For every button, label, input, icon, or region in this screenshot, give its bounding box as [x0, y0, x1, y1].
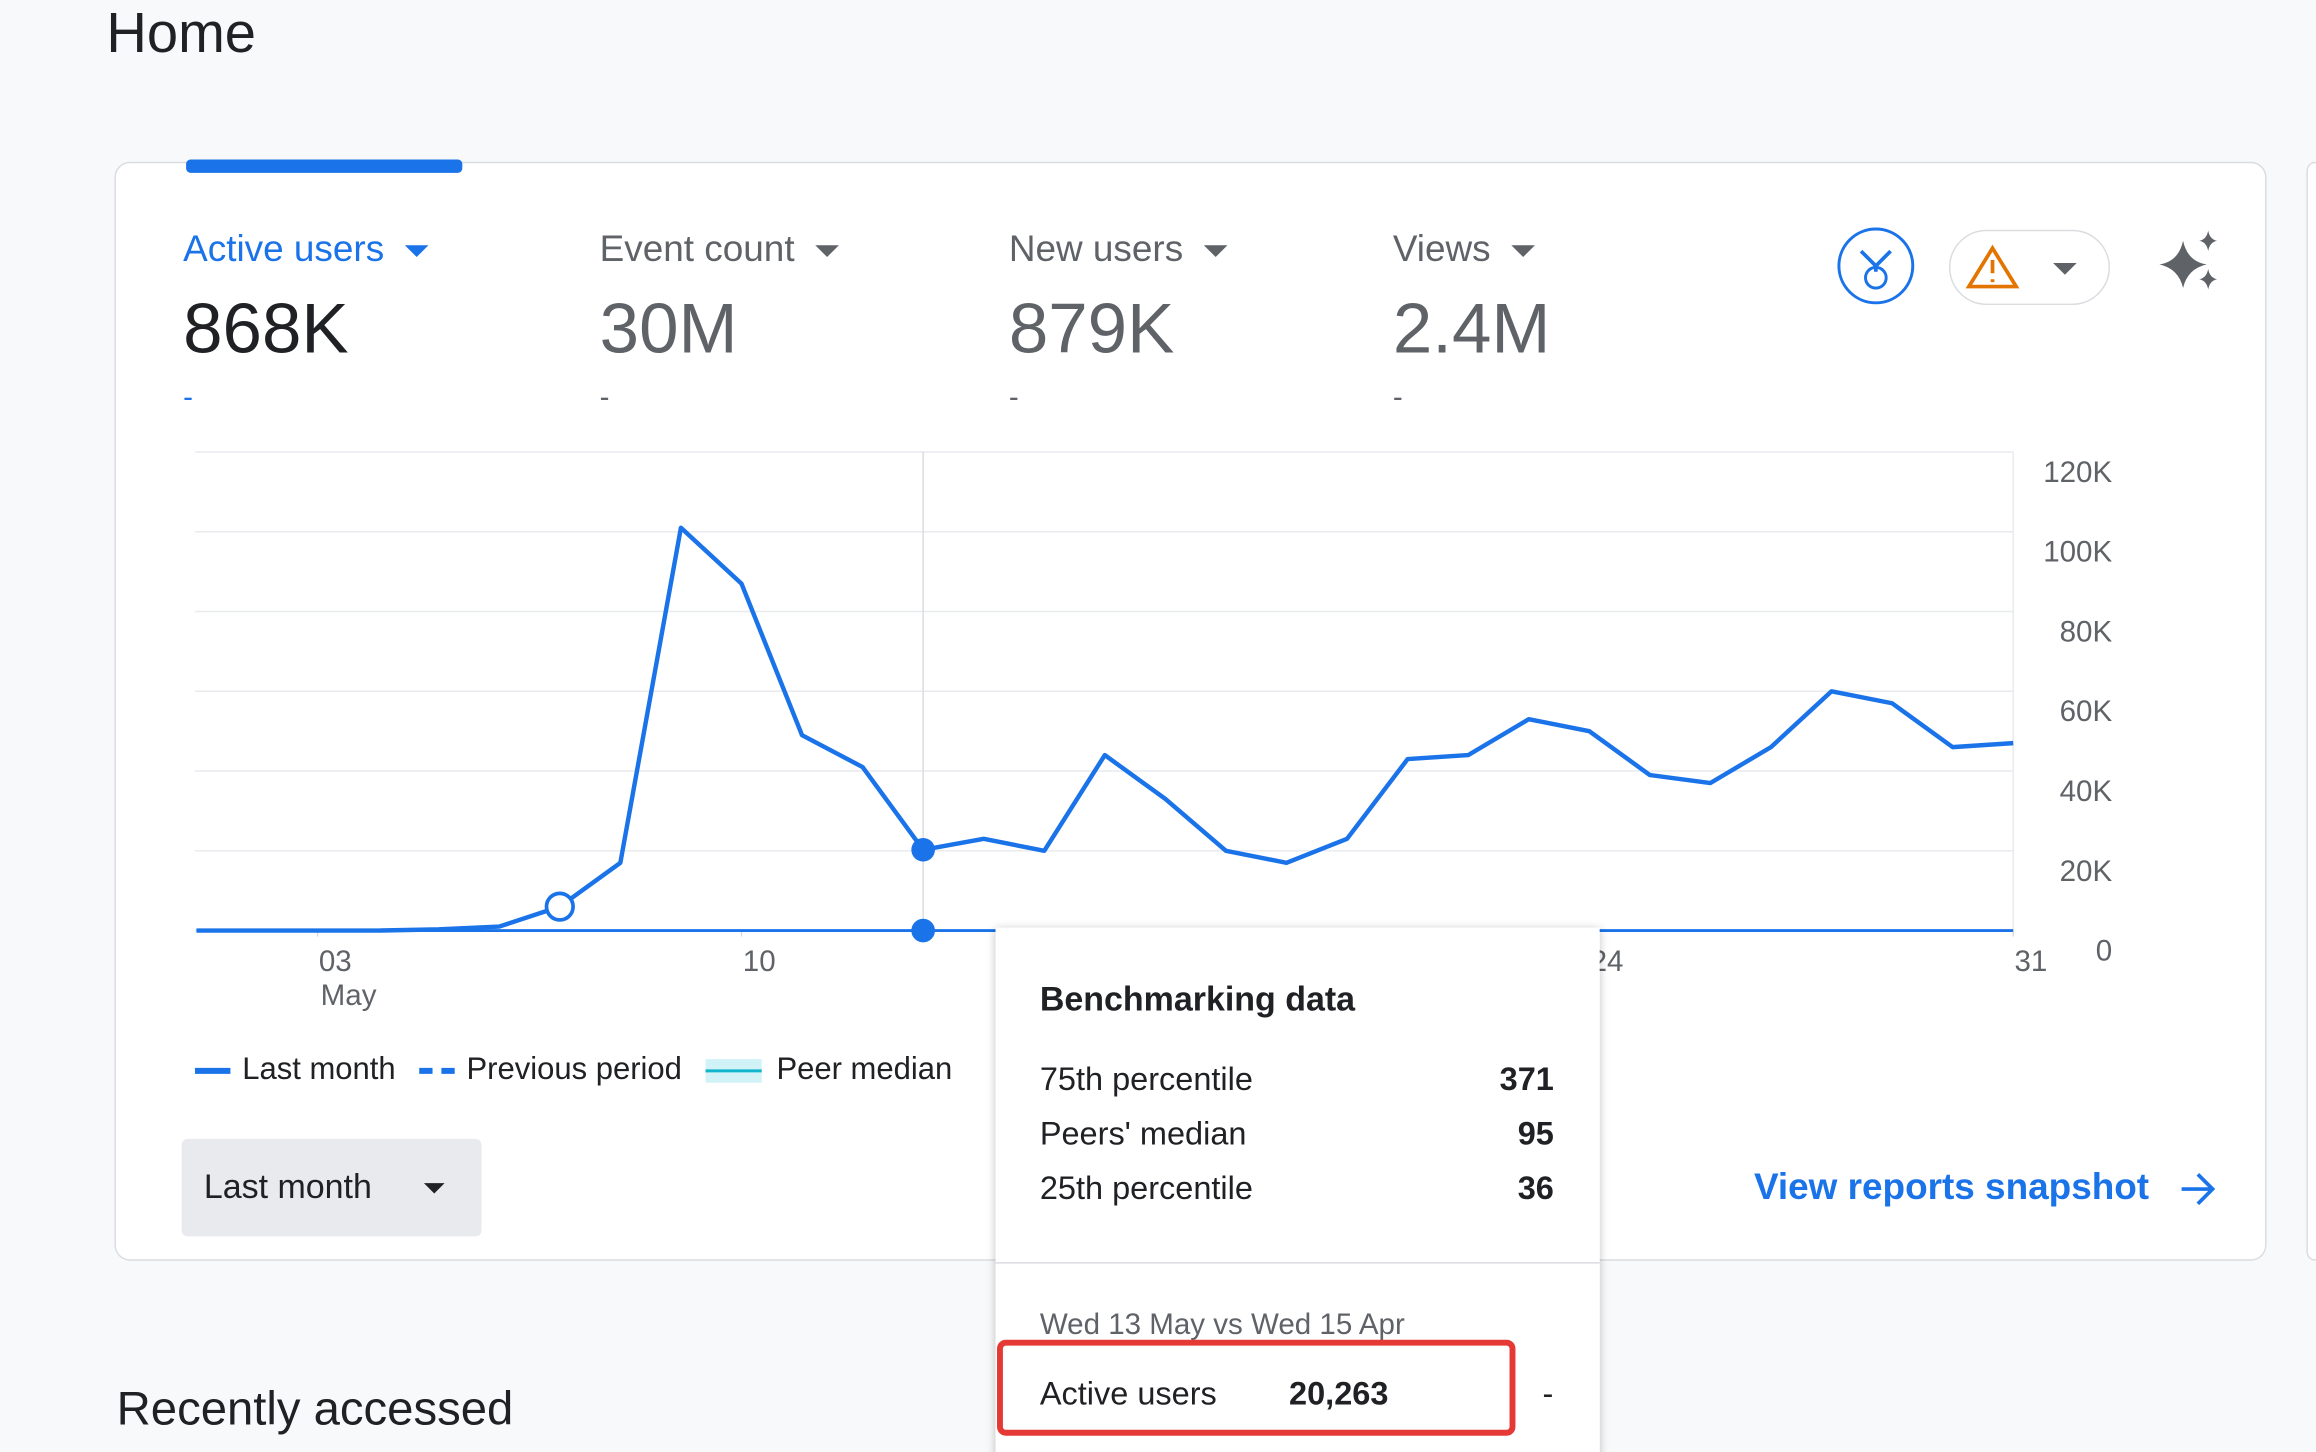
- tooltip-row-value: 95: [1518, 1115, 1554, 1151]
- metric-label: Event count: [600, 228, 795, 269]
- tooltip-metric: Active users: [1040, 1375, 1217, 1411]
- point-marker: [544, 891, 575, 922]
- date-range-button[interactable]: [181, 1138, 482, 1237]
- legend-label: Peer median: [776, 1051, 952, 1086]
- y-tick-label: 40K: [2060, 775, 2113, 808]
- metrics: Active users 868K - Event count 30M - New user…: [183, 228, 1551, 414]
- metric-label: Views: [1393, 228, 1491, 269]
- metric-value: 30M: [600, 290, 738, 369]
- tab-indicator: [186, 159, 463, 173]
- x-tick-label: 03: [319, 945, 352, 978]
- date-range-label: Last month: [204, 1168, 372, 1206]
- y-tick-label: 80K: [2060, 615, 2113, 648]
- y-tick-label: 120K: [2043, 456, 2112, 489]
- series-line: [196, 525, 2014, 933]
- dropdown-arrow: [2053, 262, 2077, 275]
- dropdown-arrow: [404, 245, 429, 258]
- tooltip-row-value: 371: [1500, 1061, 1554, 1097]
- y-tick-label: 100K: [2043, 536, 2112, 569]
- section-title: Recently accessed: [117, 1383, 514, 1436]
- next-card: [2306, 161, 2316, 1261]
- dropdown-arrow: [815, 245, 839, 258]
- tooltip-rows: 75th percentile 371 Peers' median 95 25th pe…: [1040, 1061, 1554, 1206]
- metric-change: -: [1393, 381, 1403, 414]
- x-tick-label: 31: [2015, 945, 2048, 978]
- dropdown-arrow: [423, 1183, 445, 1194]
- tooltip-comparison: Wed 13 May vs Wed 15 Apr: [1040, 1308, 1405, 1341]
- x-tick-label: 10: [743, 945, 776, 978]
- dropdown-arrow: [1203, 245, 1228, 258]
- tooltip-title: Benchmarking data: [1040, 980, 1356, 1018]
- medal-icon: [1864, 265, 1888, 290]
- legend-label: Last month: [242, 1051, 395, 1086]
- x-month-label: May: [321, 979, 377, 1012]
- metric-label: Active users: [183, 228, 384, 269]
- tooltip-row-label: 25th percentile: [1040, 1170, 1253, 1206]
- tooltip-box: [995, 927, 1600, 1452]
- y-tick-label: 20K: [2060, 855, 2113, 888]
- metric-value: 879K: [1009, 290, 1175, 369]
- y-tick-label: 60K: [2060, 695, 2113, 728]
- dropdown-arrow: [1511, 245, 1535, 258]
- tooltip-row-value: 36: [1518, 1170, 1554, 1206]
- tooltip-metric-value: 20,263: [1289, 1375, 1388, 1411]
- snapshot-link[interactable]: View reports snapshot: [1754, 1166, 2149, 1207]
- metric-change: -: [1009, 381, 1019, 414]
- tooltip: Benchmarking data 75th percentile 371 Peer…: [995, 927, 1600, 1452]
- tooltip-row-label: Peers' median: [1040, 1115, 1247, 1151]
- hover-point: [911, 918, 935, 943]
- metric-value: 2.4M: [1393, 290, 1551, 369]
- tooltip-row-label: 75th percentile: [1040, 1061, 1253, 1097]
- metric-value: 868K: [183, 290, 349, 369]
- warning-icon: [1965, 244, 2020, 289]
- tooltip-metric-change: -: [1543, 1375, 1554, 1411]
- metric-change: -: [183, 381, 193, 414]
- highlight-box: [997, 1339, 1516, 1436]
- y-tick-label: 0: [2096, 935, 2112, 968]
- insights-icon[interactable]: [2159, 230, 2218, 290]
- arrow-icon: [2181, 1172, 2216, 1206]
- metric-change: -: [600, 381, 610, 414]
- metric-label: New users: [1009, 228, 1183, 269]
- alert-button[interactable]: [1948, 229, 2110, 306]
- page-title: Home: [106, 1, 256, 64]
- hover-point: [911, 837, 935, 862]
- legend-label: Previous period: [467, 1051, 682, 1086]
